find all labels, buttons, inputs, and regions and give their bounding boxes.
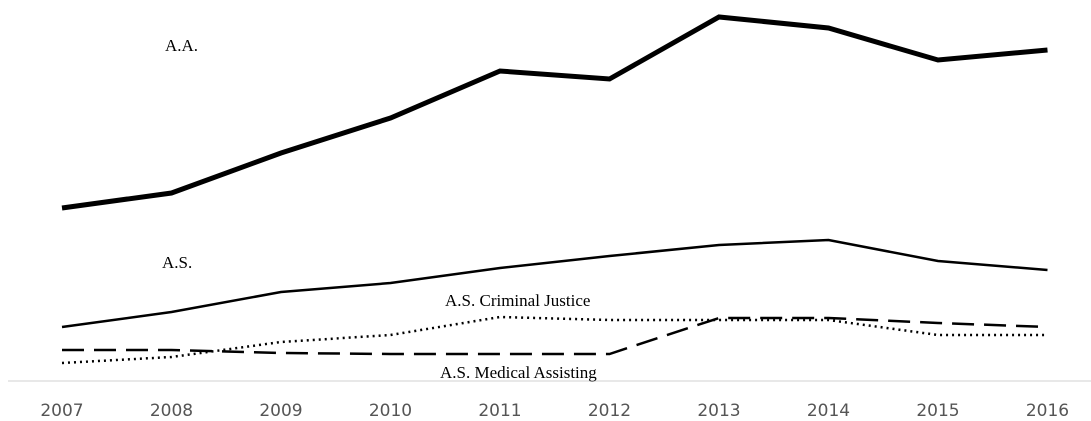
x-tick-label: 2016 <box>1026 401 1069 421</box>
series-line <box>61 238 1048 329</box>
series-label: A.A. <box>165 36 198 55</box>
x-tick-label: 2008 <box>150 401 193 421</box>
x-tick-label: 2014 <box>807 401 850 421</box>
series-line <box>62 316 1048 356</box>
series-line <box>61 14 1048 211</box>
x-tick-label: 2009 <box>259 401 302 421</box>
x-tick-label: 2015 <box>916 401 959 421</box>
series-label: A.S. <box>162 253 192 272</box>
series-line <box>61 315 1048 365</box>
x-tick-label: 2007 <box>40 401 83 421</box>
x-tick-label: 2012 <box>588 401 631 421</box>
x-tick-label: 2011 <box>478 401 521 421</box>
x-tick-label: 2010 <box>369 401 412 421</box>
series-label: A.S. Medical Assisting <box>440 363 597 382</box>
series-label: A.S. Criminal Justice <box>445 291 590 310</box>
x-tick-label: 2013 <box>697 401 740 421</box>
